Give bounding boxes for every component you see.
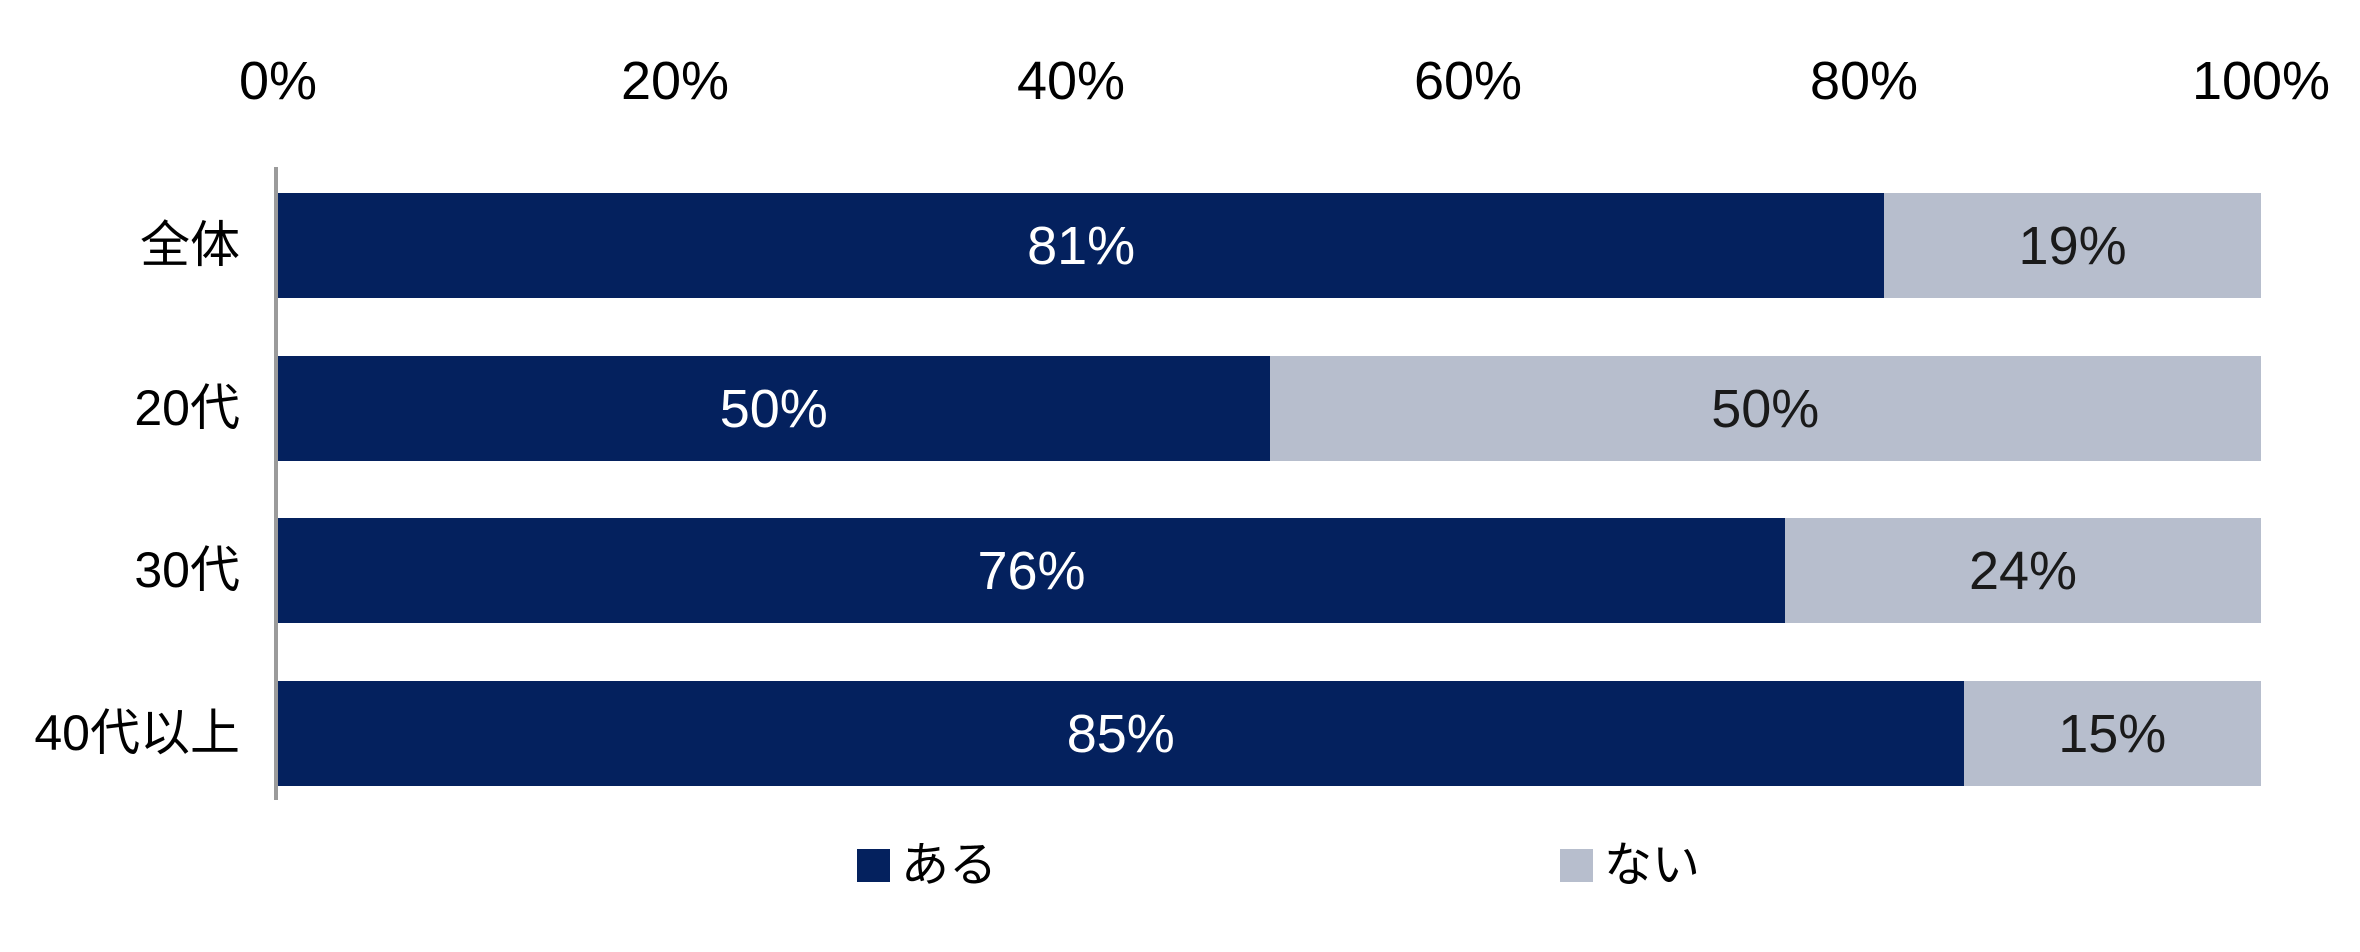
bar-segment-nai: 19% [1884, 193, 2261, 298]
x-axis-tick-80: 80% [1809, 51, 1919, 111]
bar-row: 76% 24% [278, 518, 2261, 623]
legend-label-nai: ない [1604, 839, 1701, 892]
segment-value-label: 85% [1066, 703, 1175, 764]
bar-segment-nai: 50% [1269, 356, 2261, 461]
bar-segment-aru: 76% [278, 518, 1786, 623]
segment-value-label: 50% [719, 378, 828, 439]
x-axis-tick-20: 20% [620, 51, 730, 111]
legend-swatch-nai [1560, 849, 1593, 882]
category-label-30s: 30代 [134, 542, 240, 598]
legend-label-aru: ある [901, 839, 998, 892]
bar-segment-aru: 50% [278, 356, 1270, 461]
x-axis-tick-100: 100% [2191, 51, 2331, 111]
legend-swatch-aru [857, 849, 890, 882]
segment-value-label: 15% [2058, 703, 2167, 764]
x-axis-tick-40: 40% [1016, 51, 1126, 111]
x-axis-tick-0: 0% [238, 51, 318, 111]
bar-row: 81% 19% [278, 193, 2261, 298]
segment-value-label: 81% [1027, 215, 1136, 276]
category-label-40s-plus: 40代以上 [34, 705, 240, 761]
segment-value-label: 76% [977, 540, 1086, 601]
bar-segment-aru: 85% [278, 681, 1964, 786]
category-label-20s: 20代 [134, 380, 240, 436]
bar-row: 50% 50% [278, 356, 2261, 461]
category-label-zentai: 全体 [140, 217, 240, 273]
bar-segment-nai: 15% [1963, 681, 2261, 786]
x-axis-tick-60: 60% [1413, 51, 1523, 111]
segment-value-label: 50% [1711, 378, 1820, 439]
segment-value-label: 19% [2018, 215, 2127, 276]
bar-segment-aru: 81% [278, 193, 1885, 298]
bar-row: 85% 15% [278, 681, 2261, 786]
segment-value-label: 24% [1968, 540, 2078, 601]
bar-segment-nai: 24% [1785, 518, 2261, 623]
y-axis-line [274, 167, 278, 800]
